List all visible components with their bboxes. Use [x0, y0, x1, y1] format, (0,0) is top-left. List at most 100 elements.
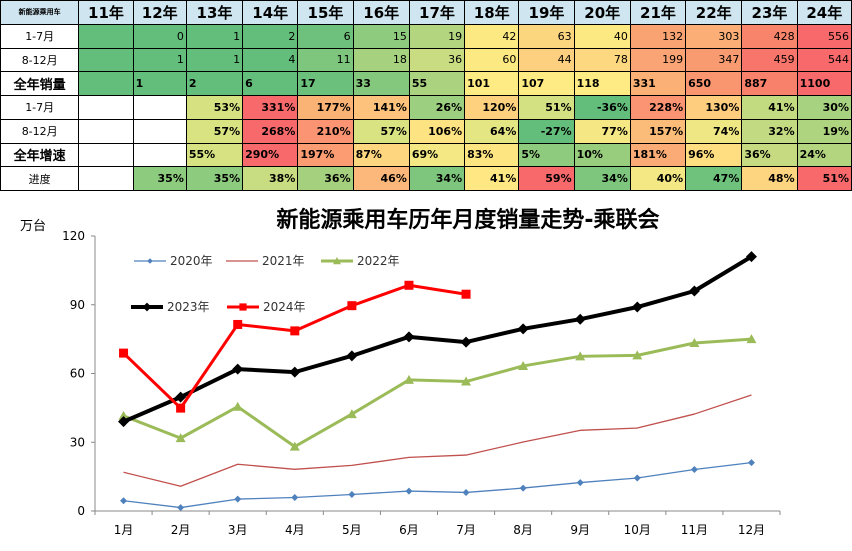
table-cell	[132, 142, 187, 168]
data-point	[290, 326, 300, 336]
series-2024年	[119, 280, 471, 413]
data-point	[517, 323, 529, 335]
y-tick-label: 60	[70, 367, 85, 381]
data-point	[405, 487, 413, 495]
legend-label: 2024年	[263, 300, 306, 314]
table-cell: 197%	[297, 142, 354, 168]
table-row: 1-7月 53% 331% 177% 141% 26% 120% 51% -36% 228% 130…	[0, 95, 852, 120]
row-label: 1-7月	[0, 95, 80, 120]
x-tick-label: 7月	[456, 523, 476, 537]
data-point	[289, 366, 301, 378]
table-cell: 544	[796, 47, 852, 73]
row-label: 1-7月	[0, 23, 80, 49]
year-header: 17年	[408, 0, 466, 25]
table-cell: 38%	[242, 166, 299, 191]
table-cell: 6	[242, 71, 299, 96]
table-cell: -27%	[518, 118, 575, 144]
table-cell: 33	[352, 71, 410, 96]
table-cell	[78, 118, 134, 144]
year-header: 24年	[796, 0, 852, 25]
data-point	[404, 280, 414, 290]
year-header: 22年	[685, 0, 743, 25]
table-cell: 101	[464, 71, 520, 96]
table-cell: 36	[408, 47, 466, 73]
table-cell: 177%	[297, 95, 354, 120]
y-tick-label: 30	[70, 435, 85, 449]
y-tick-label: 120	[62, 229, 85, 243]
table-cell: 74%	[685, 118, 743, 144]
table-cell: 228%	[629, 95, 687, 120]
table-cell: 4	[242, 47, 299, 73]
table-cell	[132, 95, 187, 120]
table-cell: 1	[185, 23, 244, 49]
table-cell	[132, 118, 187, 144]
table-cell: 331	[629, 71, 687, 96]
data-point	[177, 504, 185, 512]
data-point	[175, 433, 186, 443]
table-cell: 41%	[741, 95, 798, 120]
table-cell: 96%	[685, 142, 743, 168]
table-cell: 48%	[741, 166, 798, 191]
table-cell: 428	[741, 23, 798, 49]
data-point	[291, 493, 299, 501]
series-2022年	[118, 334, 757, 451]
table-cell: 650	[685, 71, 743, 96]
table-cell: 6	[297, 23, 354, 49]
data-point	[746, 334, 757, 344]
table-cell: 32%	[741, 118, 798, 144]
table-corner-label: 新能源乘用车	[0, 0, 80, 25]
year-header: 21年	[629, 0, 687, 25]
data-point	[347, 301, 357, 311]
table-cell: 290%	[242, 142, 299, 168]
row-label: 全年销量	[0, 71, 80, 96]
legend-item: 2021年	[226, 254, 305, 268]
data-point	[232, 401, 243, 411]
table-cell: 40	[573, 23, 631, 49]
table-cell: 57%	[352, 118, 410, 144]
table-cell: 34%	[573, 166, 631, 191]
table-cell: 83%	[464, 142, 520, 168]
data-point	[346, 409, 357, 419]
table-cell	[78, 95, 134, 120]
table-cell: 141%	[352, 95, 410, 120]
table-cell: 5%	[518, 142, 575, 168]
data-point	[631, 301, 643, 313]
table-cell: 40%	[629, 166, 687, 191]
legend-item: 2023年	[131, 300, 210, 314]
table-cell: 87%	[352, 142, 410, 168]
table-cell: 268%	[242, 118, 299, 144]
table-row: 8-12月 57% 268% 210% 57% 106% 64% -27% 77% 157% 74%…	[0, 118, 852, 144]
table-cell: 210%	[297, 118, 354, 144]
data-point	[462, 488, 470, 496]
legend-item: 2020年	[134, 254, 213, 268]
data-point	[142, 302, 152, 312]
data-point	[688, 285, 700, 297]
table-cell: 130%	[685, 95, 743, 120]
y-axis-unit-label: 万台	[20, 219, 46, 234]
data-point	[118, 416, 130, 428]
year-header: 15年	[297, 0, 354, 25]
row-label: 8-12月	[0, 118, 80, 144]
legend-label: 2021年	[262, 254, 305, 268]
data-point	[690, 466, 698, 474]
table-cell: 10%	[573, 142, 631, 168]
year-header: 19年	[518, 0, 575, 25]
x-tick-label: 10月	[624, 523, 651, 537]
table-cell: 120%	[464, 95, 520, 120]
table-cell: 57%	[185, 118, 244, 144]
table-cell: 132	[629, 23, 687, 49]
x-tick-label: 12月	[738, 523, 765, 537]
table-cell: 36%	[297, 166, 354, 191]
table-cell: 78	[573, 47, 631, 73]
table-cell: 1	[132, 71, 187, 96]
table-cell: 41%	[464, 166, 520, 191]
table-row: 1-7月 0 1 2 6 15 19 42 63 40 132 303 428 556	[0, 23, 852, 49]
x-tick-label: 2月	[171, 523, 191, 537]
table-cell: 19%	[796, 118, 852, 144]
table-cell: 42	[464, 23, 520, 49]
table-cell: 181%	[629, 142, 687, 168]
table-cell: 59%	[518, 166, 575, 191]
table-cell: 1	[185, 47, 244, 73]
data-point	[745, 251, 757, 263]
table-cell	[78, 142, 134, 168]
